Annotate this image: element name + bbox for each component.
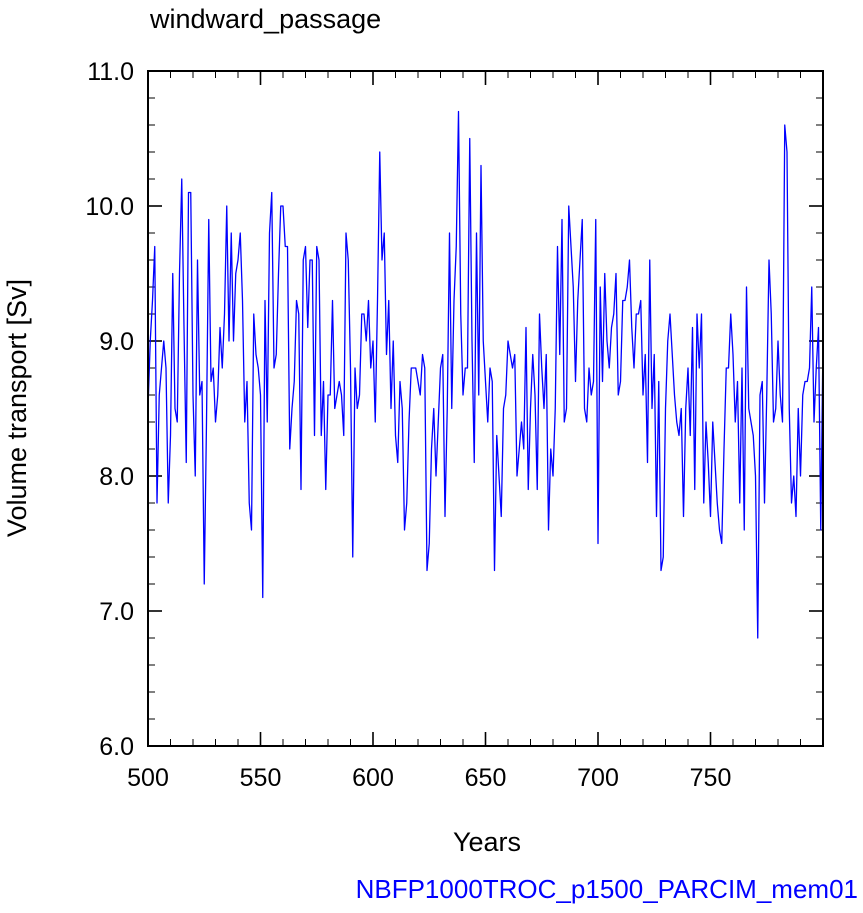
y-axis-label: Volume transport [Sv] [2, 279, 32, 537]
x-tick-label: 500 [127, 764, 169, 792]
plot-frame [147, 70, 824, 747]
chart-title: windward_passage [149, 4, 381, 34]
x-tick-label: 750 [690, 764, 732, 792]
x-tick-label: 650 [465, 764, 507, 792]
x-tick-labels: 500 550 600 650 700 750 [127, 764, 731, 792]
y-tick-label: 9.0 [99, 328, 134, 356]
series-line [147, 110, 824, 639]
x-axis-label: Years [453, 827, 521, 857]
y-tick-label: 6.0 [99, 733, 134, 761]
x-tick-label: 700 [577, 764, 619, 792]
major-ticks [147, 70, 823, 747]
minor-ticks [147, 70, 824, 747]
y-tick-label: 11.0 [87, 58, 134, 86]
x-tick-label: 600 [352, 764, 394, 792]
y-tick-labels: 6.0 7.0 8.0 9.0 10.0 11.0 [85, 58, 134, 761]
y-tick-label: 8.0 [99, 463, 134, 491]
y-tick-label: 10.0 [85, 193, 134, 221]
y-tick-label: 7.0 [99, 598, 134, 626]
run-caption: NBFP1000TROC_p1500_PARCIM_mem01 [356, 874, 858, 904]
x-tick-label: 550 [240, 764, 282, 792]
